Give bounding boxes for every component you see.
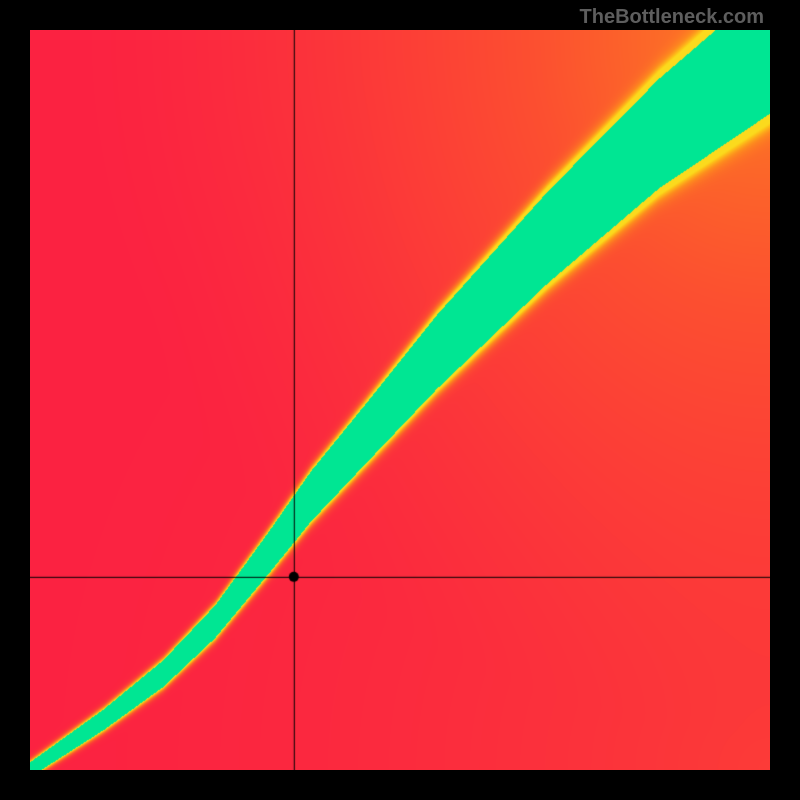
heatmap-chart <box>30 30 770 770</box>
watermark-text: TheBottleneck.com <box>580 6 764 29</box>
